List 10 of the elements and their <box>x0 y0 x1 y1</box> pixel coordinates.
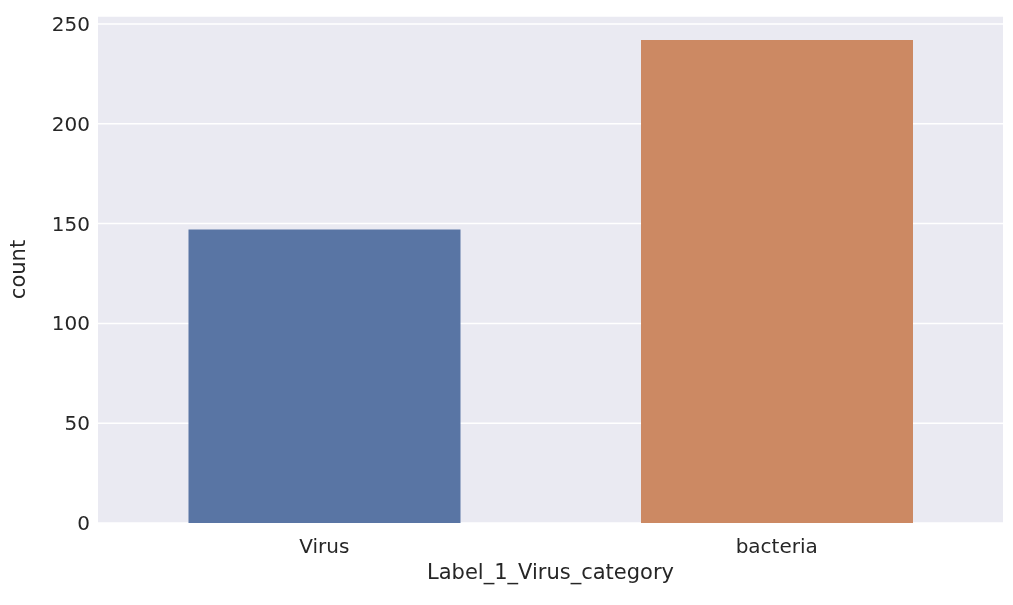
y-tick-label: 150 <box>51 211 90 236</box>
y-axis-title: count <box>6 239 31 300</box>
y-tick-label: 200 <box>51 111 90 136</box>
x-tick-label: bacteria <box>735 534 818 559</box>
y-tick-label: 50 <box>64 411 90 436</box>
x-axis-title: Label_1_Virus_category <box>427 560 674 585</box>
y-tick-label: 250 <box>51 12 90 37</box>
x-tick-label: Virus <box>299 534 350 559</box>
y-tick-label: 100 <box>51 311 90 336</box>
y-tick-label: 0 <box>77 511 90 536</box>
